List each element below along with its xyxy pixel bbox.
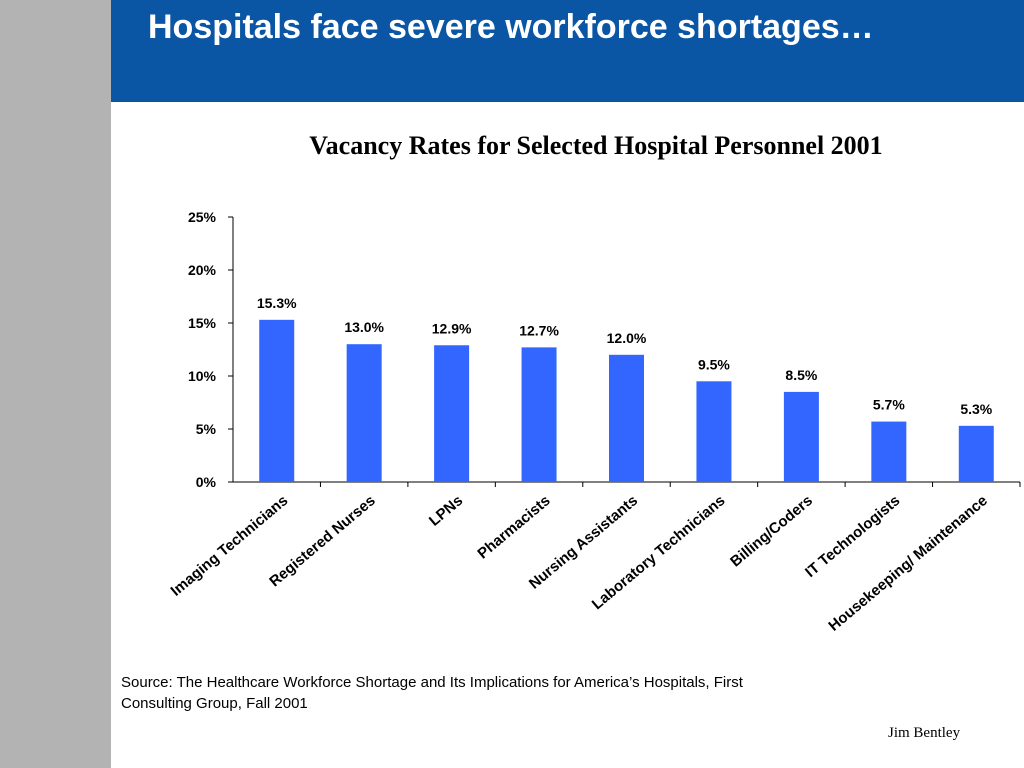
y-tick-label: 20%: [188, 262, 217, 278]
data-label: 5.3%: [960, 401, 992, 417]
source-note: Source: The Healthcare Workforce Shortag…: [121, 674, 743, 712]
y-tick-label: 15%: [188, 315, 217, 331]
y-tick-label: 5%: [196, 421, 217, 437]
data-label: 12.7%: [519, 322, 559, 338]
data-label: 5.7%: [873, 397, 905, 413]
y-tick-label: 25%: [188, 209, 217, 225]
category-label: Housekeeping/ Maintenance: [825, 492, 990, 635]
bar: [521, 347, 557, 482]
bar: [609, 354, 644, 482]
title-banner: [111, 0, 1024, 102]
data-label: 12.9%: [432, 320, 472, 336]
author-name: Jim Bentley: [888, 725, 961, 741]
chart-title: Vacancy Rates for Selected Hospital Pers…: [309, 131, 883, 160]
y-tick-label: 10%: [188, 368, 217, 384]
bar: [346, 344, 382, 482]
category-label: LPNs: [426, 492, 466, 530]
y-tick-label: 0%: [196, 474, 217, 490]
data-label: 9.5%: [698, 356, 730, 372]
data-label: 15.3%: [257, 295, 297, 311]
category-label: Billing/Coders: [727, 492, 816, 570]
left-side-bar: [0, 0, 111, 768]
slide-title: Hospitals face severe workforce shortage…: [148, 8, 874, 46]
data-label: 13.0%: [344, 319, 384, 335]
category-label: Pharmacists: [474, 492, 553, 562]
bar: [871, 421, 907, 482]
bar: [958, 425, 994, 482]
category-label: IT Technologists: [802, 492, 903, 581]
bar: [259, 319, 295, 482]
bar: [783, 391, 819, 482]
data-label: 12.0%: [607, 330, 647, 346]
data-label: 8.5%: [785, 367, 817, 383]
bar: [434, 345, 470, 482]
bar: [696, 381, 732, 482]
